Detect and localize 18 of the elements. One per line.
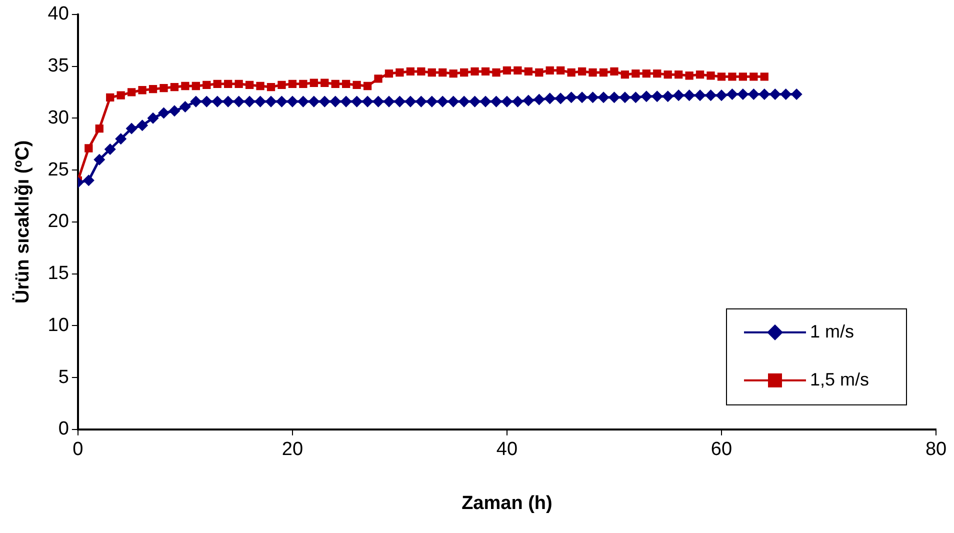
y-tick-label: 0 [58,418,69,440]
y-tick-label: 5 [58,366,69,388]
x-tick-label: 80 [925,439,947,460]
y-tick-label: 35 [48,56,69,77]
x-axis-title: Zaman (h) [462,492,552,514]
y-tick-label: 20 [48,211,69,232]
legend-label: 1,5 m/s [810,369,870,390]
x-tick-label: 20 [282,439,304,460]
x-tick-label: 40 [496,439,518,460]
y-tick-label: 40 [48,4,69,25]
y-tick-label: 15 [48,263,69,284]
y-tick-label: 25 [48,159,69,180]
y-axis-title: Ürün sıcaklığı (ºC) [12,140,34,304]
y-tick-label: 10 [48,314,69,336]
x-tick-label: 0 [72,439,84,460]
y-tick-label: 30 [48,107,69,128]
legend-label: 1 m/s [810,321,854,342]
x-tick-label: 60 [710,439,732,460]
